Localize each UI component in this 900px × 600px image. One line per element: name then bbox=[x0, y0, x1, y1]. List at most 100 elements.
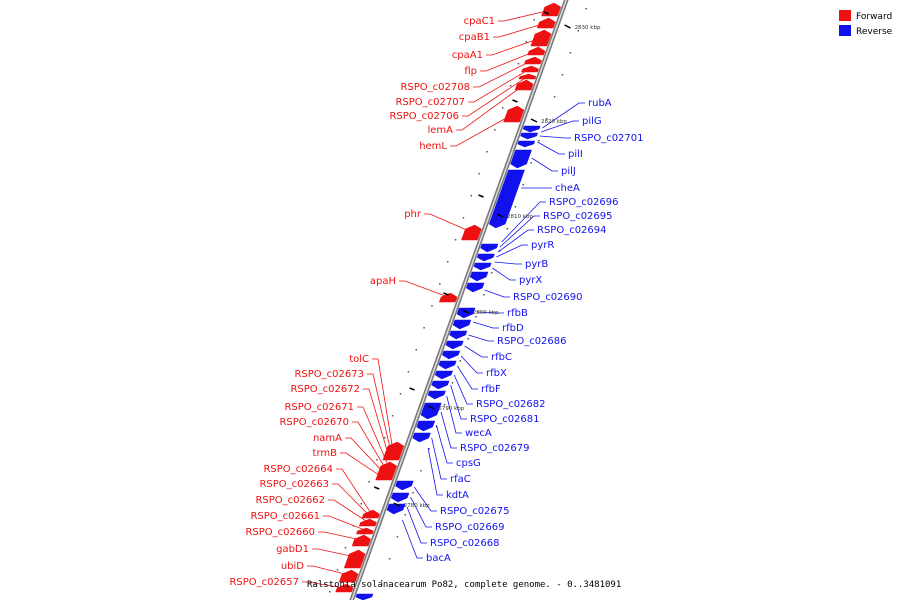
label-leader bbox=[307, 565, 349, 576]
tick-dot bbox=[368, 481, 370, 483]
tick-dot bbox=[388, 558, 391, 560]
forward-gene-label: hemL bbox=[419, 141, 447, 152]
label-leader bbox=[542, 102, 585, 129]
legend-reverse-swatch bbox=[839, 25, 851, 36]
reverse-gene-block bbox=[449, 330, 468, 340]
gene-features bbox=[335, 2, 562, 600]
reverse-gene-label: pilI bbox=[568, 149, 583, 160]
forward-gene-block bbox=[356, 527, 374, 535]
major-tick bbox=[373, 486, 380, 490]
forward-gene-label: RSPO_c02673 bbox=[294, 369, 364, 380]
reverse-gene-block bbox=[390, 492, 410, 503]
reverse-gene-block bbox=[452, 319, 472, 330]
tick-dot bbox=[509, 85, 512, 87]
forward-gene-block bbox=[503, 105, 525, 123]
major-tick bbox=[428, 405, 435, 410]
tick-dot bbox=[454, 239, 457, 241]
reverse-gene-label: wecA bbox=[465, 428, 492, 439]
label-leader bbox=[363, 388, 391, 461]
forward-gene-label: cpaA1 bbox=[452, 50, 483, 61]
tick-dot bbox=[530, 162, 532, 164]
label-leader bbox=[539, 135, 571, 139]
reverse-gene-block bbox=[420, 402, 442, 420]
forward-gene-label: RSPO_c02671 bbox=[284, 402, 354, 413]
tick-dot bbox=[439, 283, 441, 285]
tick-dot bbox=[376, 459, 378, 461]
forward-gene-label: ubiD bbox=[281, 561, 304, 572]
reverse-gene-label: RSPO_c02694 bbox=[537, 225, 607, 236]
forward-gene-label: flp bbox=[464, 66, 477, 77]
reverse-gene-label: RSPO_c02701 bbox=[574, 133, 644, 144]
reverse-gene-label: RSPO_c02669 bbox=[435, 522, 505, 533]
forward-gene-label: phr bbox=[404, 209, 422, 220]
forward-gene-block bbox=[351, 534, 371, 547]
tick-dot bbox=[415, 349, 417, 351]
forward-gene-label: RSPO_c02706 bbox=[389, 111, 459, 122]
tick-dot bbox=[407, 371, 410, 373]
forward-gene-label: cpaC1 bbox=[464, 16, 495, 27]
reverse-gene-label: pilJ bbox=[561, 166, 576, 177]
reverse-gene-label: RSPO_c02696 bbox=[549, 197, 619, 208]
scale-label: 2800 kbp bbox=[473, 310, 499, 316]
tick-dot bbox=[459, 360, 462, 362]
genome-caption: Ralstonia solanacearum Po82, complete ge… bbox=[307, 580, 621, 590]
label-leader bbox=[531, 157, 558, 172]
legend-forward-label: Forward bbox=[856, 12, 892, 22]
reverse-gene-block bbox=[469, 271, 489, 282]
label-leader bbox=[332, 483, 371, 517]
forward-gene-block bbox=[438, 292, 458, 303]
reverse-gene-block bbox=[480, 243, 499, 253]
tick-dot bbox=[538, 140, 540, 142]
tick-dot bbox=[483, 294, 485, 296]
reverse-gene-block bbox=[517, 140, 536, 148]
tick-dot bbox=[344, 547, 347, 549]
tick-dot bbox=[585, 8, 587, 10]
tick-dot bbox=[467, 338, 469, 340]
tick-dot bbox=[428, 448, 430, 450]
tick-dot bbox=[380, 580, 383, 582]
forward-gene-label: apaH bbox=[370, 276, 396, 287]
label-leader bbox=[336, 468, 372, 514]
reverse-gene-block bbox=[456, 307, 476, 319]
reverse-gene-label: cpsG bbox=[456, 458, 481, 469]
reverse-gene-block bbox=[522, 125, 541, 133]
genome-backbone bbox=[349, 0, 569, 600]
reverse-gene-block bbox=[476, 253, 495, 262]
forward-gene-label: RSPO_c02670 bbox=[279, 417, 349, 428]
tick-dot bbox=[478, 173, 480, 175]
label-leader bbox=[450, 384, 467, 420]
reverse-gene-label: pyrR bbox=[531, 240, 554, 251]
label-leader bbox=[468, 334, 494, 342]
tick-dot bbox=[443, 404, 446, 406]
reverse-gene-label: pyrX bbox=[519, 275, 542, 286]
label-leader bbox=[499, 215, 540, 248]
major-tick bbox=[496, 213, 504, 218]
label-leaders bbox=[302, 9, 585, 589]
reverse-gene-label: RSPO_c02679 bbox=[460, 443, 530, 454]
label-leader bbox=[486, 37, 541, 56]
reverse-gene-block bbox=[445, 340, 464, 350]
tick-dot bbox=[336, 569, 339, 571]
reverse-gene-label: rfaC bbox=[450, 474, 471, 485]
forward-gene-block bbox=[536, 17, 556, 29]
label-leader bbox=[480, 50, 537, 72]
major-tick bbox=[512, 99, 518, 103]
forward-gene-label: RSPO_c02662 bbox=[255, 495, 325, 506]
reverse-gene-label: RSPO_c02695 bbox=[543, 211, 613, 222]
forward-gene-label: RSPO_c02660 bbox=[245, 527, 315, 538]
tick-dot bbox=[423, 327, 425, 329]
forward-gene-block bbox=[343, 549, 366, 569]
label-leader bbox=[484, 289, 510, 298]
label-leader bbox=[497, 229, 534, 253]
label-leader bbox=[446, 395, 462, 434]
reverse-gene-block bbox=[438, 360, 457, 370]
forward-gene-label: trmB bbox=[313, 448, 338, 459]
reverse-gene-block bbox=[434, 370, 453, 380]
tick-dot bbox=[475, 316, 477, 318]
forward-gene-label: tolC bbox=[349, 354, 369, 365]
label-leader bbox=[328, 499, 368, 523]
tick-dot bbox=[470, 195, 473, 197]
tick-dot bbox=[384, 437, 386, 439]
forward-gene-label: lemA bbox=[427, 125, 453, 136]
